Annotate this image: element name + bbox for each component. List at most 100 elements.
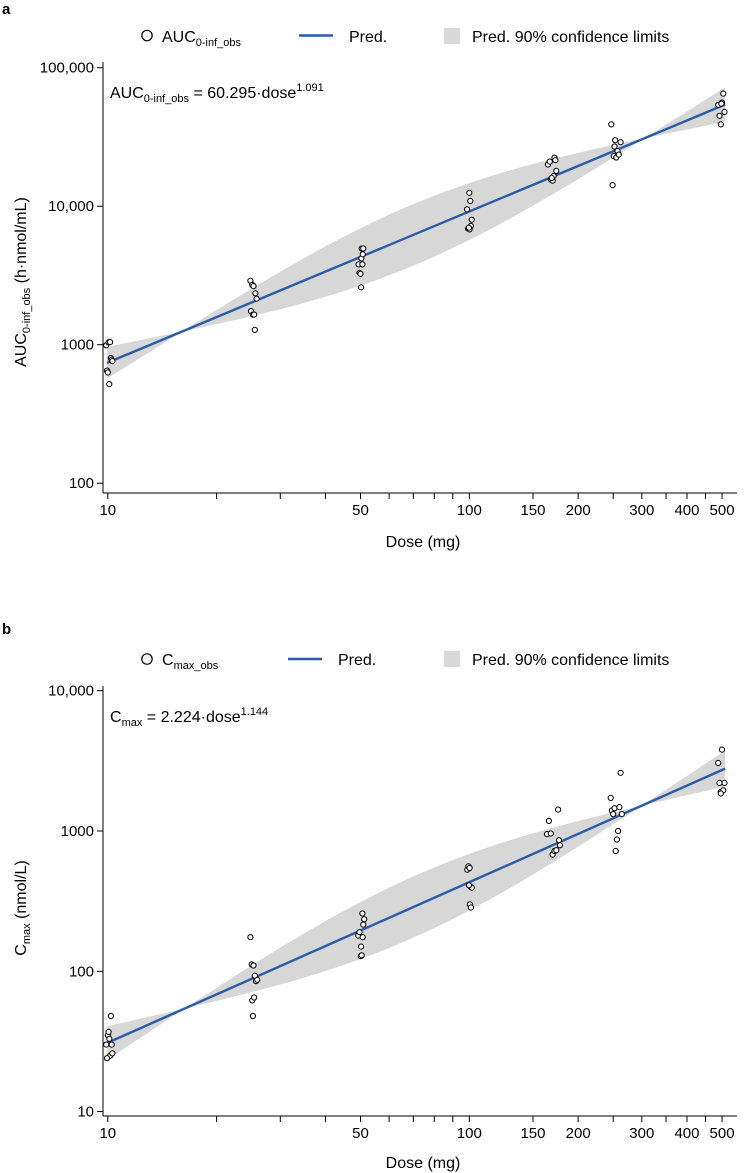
y-ticks: 100 1000 10,000 100,000 bbox=[40, 60, 103, 492]
data-point bbox=[466, 189, 473, 196]
data-point bbox=[618, 811, 625, 818]
data-point bbox=[718, 746, 726, 753]
data-point bbox=[247, 934, 254, 941]
data-point bbox=[103, 1041, 110, 1048]
data-point bbox=[466, 864, 473, 872]
y-tick-label: 10,000 bbox=[48, 683, 94, 700]
fit-equation: AUC0-inf_obs = 60.295·dose1.091 bbox=[110, 82, 324, 105]
data-point bbox=[357, 270, 364, 277]
data-point bbox=[617, 769, 624, 776]
data-point bbox=[105, 1028, 112, 1036]
data-point bbox=[103, 1055, 111, 1062]
data-point bbox=[251, 994, 258, 1001]
data-point bbox=[249, 1012, 256, 1020]
data-point bbox=[610, 811, 617, 818]
data-point bbox=[717, 790, 724, 797]
data-point bbox=[548, 174, 555, 182]
data-point bbox=[251, 972, 258, 979]
x-tick-label: 150 bbox=[520, 502, 545, 519]
data-point bbox=[463, 206, 471, 213]
data-point bbox=[556, 842, 564, 849]
x-tick-label: 50 bbox=[352, 502, 369, 519]
data-point bbox=[716, 112, 723, 119]
y-tick-label: 10,000 bbox=[48, 198, 94, 215]
data-point bbox=[251, 326, 258, 333]
x-tick-label: 10 bbox=[99, 1125, 116, 1142]
data-point bbox=[546, 158, 553, 165]
data-point bbox=[360, 921, 367, 928]
data-point bbox=[359, 261, 366, 268]
x-tick-label: 400 bbox=[674, 1125, 699, 1142]
data-point bbox=[359, 251, 366, 258]
data-point bbox=[106, 1035, 113, 1042]
x-tick-label: 100 bbox=[457, 502, 482, 519]
legend-ci-swatch bbox=[444, 651, 460, 667]
data-point bbox=[716, 779, 723, 787]
data-point bbox=[108, 1041, 115, 1048]
data-point bbox=[109, 358, 116, 365]
x-axis-label: Dose (mg) bbox=[386, 1155, 461, 1172]
data-point bbox=[615, 827, 622, 835]
data-point bbox=[613, 836, 621, 843]
legend-observed-label: Cmax_obs bbox=[162, 652, 219, 672]
data-point bbox=[555, 806, 562, 813]
x-ticks: 10 50 100 150 200 300 400 500 bbox=[99, 1116, 735, 1142]
x-tick-label: 100 bbox=[457, 1125, 482, 1142]
panel-label: a bbox=[2, 1, 11, 18]
data-point bbox=[250, 283, 257, 290]
data-point bbox=[467, 197, 474, 205]
data-point bbox=[547, 830, 554, 837]
legend-ci-swatch bbox=[444, 28, 460, 44]
x-tick-label: 50 bbox=[352, 1125, 369, 1142]
data-point bbox=[253, 295, 260, 302]
data-point bbox=[720, 90, 727, 97]
data-point bbox=[611, 143, 618, 150]
data-point bbox=[251, 311, 258, 318]
fit-line bbox=[106, 103, 726, 364]
x-tick-label: 200 bbox=[566, 502, 591, 519]
data-point bbox=[608, 121, 615, 128]
data-point bbox=[358, 284, 365, 291]
data-point bbox=[553, 167, 560, 174]
legend-ci-label: Pred. 90% confidence limits bbox=[472, 29, 669, 46]
data-point bbox=[467, 904, 474, 911]
legend-pred-label: Pred. bbox=[349, 29, 387, 46]
data-point bbox=[609, 182, 616, 189]
x-tick-label: 400 bbox=[674, 502, 699, 519]
x-tick-label: 500 bbox=[710, 1125, 735, 1142]
panel-b: b Cmax_obs Pred. Pred. 90% confidence li… bbox=[2, 621, 737, 1172]
data-point bbox=[358, 943, 365, 950]
data-point bbox=[107, 1012, 115, 1020]
panel-a: a AUC0-inf_obs Pred. Pred. 90% confidenc… bbox=[2, 1, 737, 551]
data-point bbox=[109, 1050, 116, 1057]
data-point bbox=[552, 157, 559, 164]
data-point bbox=[359, 934, 366, 941]
x-tick-label: 200 bbox=[566, 1125, 591, 1142]
data-point bbox=[250, 962, 257, 969]
data-point bbox=[252, 290, 259, 297]
data-point bbox=[553, 847, 560, 854]
y-axis-label: Cmax (nmol/L) bbox=[13, 860, 33, 955]
legend-observed-label: AUC0-inf_obs bbox=[162, 29, 242, 49]
legend: Cmax_obs Pred. Pred. 90% confidence limi… bbox=[141, 651, 669, 672]
data-point bbox=[468, 216, 475, 223]
x-tick-label: 150 bbox=[520, 1125, 545, 1142]
y-tick-label: 100,000 bbox=[40, 60, 94, 77]
data-point bbox=[615, 151, 622, 158]
data-point bbox=[717, 121, 724, 128]
y-tick-label: 1000 bbox=[61, 823, 94, 840]
data-points bbox=[103, 746, 728, 1062]
data-point bbox=[616, 804, 623, 811]
data-point bbox=[465, 224, 472, 231]
data-points bbox=[103, 90, 728, 388]
x-tick-label: 10 bbox=[99, 502, 116, 519]
x-ticks: 10 50 100 150 200 300 400 500 bbox=[99, 493, 735, 519]
legend-observed-marker bbox=[141, 653, 153, 665]
data-point bbox=[358, 952, 365, 959]
data-point bbox=[465, 882, 473, 889]
data-point bbox=[718, 100, 725, 107]
y-tick-label: 100 bbox=[69, 475, 94, 492]
fit-line bbox=[106, 767, 726, 1045]
data-point bbox=[715, 759, 722, 767]
data-point bbox=[360, 245, 367, 252]
